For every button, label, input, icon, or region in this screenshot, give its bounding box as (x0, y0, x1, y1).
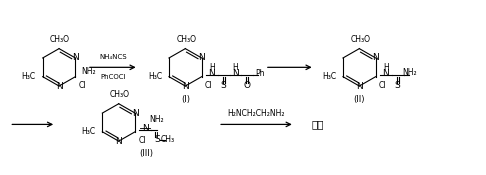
Text: Cl: Cl (205, 81, 212, 90)
Text: 本品: 本品 (312, 119, 324, 129)
Text: N: N (356, 82, 363, 90)
Text: N: N (232, 69, 239, 78)
Text: N: N (208, 69, 215, 78)
Text: NH₂: NH₂ (150, 116, 164, 124)
Text: NH₂: NH₂ (81, 67, 96, 76)
Text: H: H (383, 63, 388, 72)
Text: H: H (233, 63, 238, 72)
Text: H₃C: H₃C (322, 72, 336, 81)
Text: N: N (198, 54, 205, 62)
Text: CH₃O: CH₃O (176, 35, 196, 44)
Text: Cl: Cl (379, 81, 386, 90)
Text: H₂NCH₂CH₂NH₂: H₂NCH₂CH₂NH₂ (227, 109, 285, 118)
Text: PhCOCl: PhCOCl (100, 74, 125, 80)
Text: (I): (I) (181, 95, 190, 104)
Text: NH₄NCS: NH₄NCS (99, 54, 126, 61)
Text: CH₃O: CH₃O (110, 90, 130, 99)
Text: N: N (56, 82, 62, 90)
Text: S: S (395, 81, 400, 90)
Text: S: S (221, 81, 226, 90)
Text: CH₃: CH₃ (161, 135, 175, 144)
Text: (II): (II) (354, 95, 365, 104)
Text: CH₃O: CH₃O (350, 35, 370, 44)
Text: N: N (115, 137, 122, 146)
Text: NH₂: NH₂ (402, 68, 417, 77)
Text: N: N (132, 108, 139, 118)
Text: CH₃O: CH₃O (50, 35, 70, 44)
Text: Ph: Ph (256, 69, 265, 78)
Text: N: N (141, 124, 148, 133)
Text: Cl: Cl (139, 136, 146, 145)
Text: (III): (III) (139, 149, 154, 158)
Text: H: H (209, 63, 214, 72)
Text: N: N (382, 69, 389, 78)
Text: Cl: Cl (79, 81, 86, 90)
Text: N: N (182, 82, 189, 90)
Text: H₃C: H₃C (148, 72, 162, 81)
Text: N: N (72, 54, 79, 62)
Text: O: O (244, 81, 251, 90)
Text: H₃C: H₃C (81, 127, 95, 136)
Text: S: S (154, 135, 160, 144)
Text: N: N (372, 54, 379, 62)
Text: H₃C: H₃C (22, 72, 36, 81)
